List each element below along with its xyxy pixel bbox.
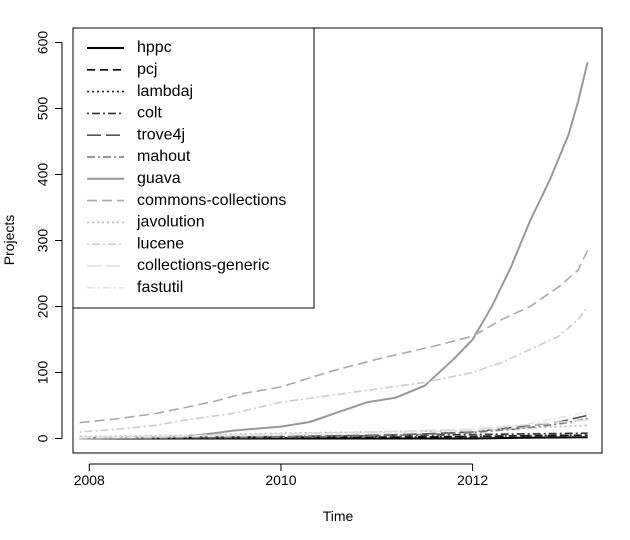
legend-label-pcj: pcj — [137, 61, 157, 78]
y-tick-label: 100 — [35, 361, 51, 385]
y-tick-label: 600 — [35, 31, 51, 55]
y-axis-label: Projects — [1, 215, 17, 266]
legend-label-hppc: hppc — [137, 39, 172, 56]
legend-label-javolution: javolution — [136, 214, 205, 231]
legend-label-fastutil: fastutil — [137, 279, 183, 296]
x-tick-label: 2008 — [74, 472, 105, 488]
series-line-lambdaj — [79, 434, 588, 440]
series-line-lucene — [79, 306, 589, 433]
legend-label-lucene: lucene — [137, 235, 184, 252]
series-line-collections-generic — [79, 419, 588, 438]
y-tick-label: 300 — [35, 229, 51, 253]
y-tick-label: 500 — [35, 97, 51, 121]
y-tick-label: 0 — [35, 434, 51, 442]
legend-label-trove4j: trove4j — [137, 126, 185, 143]
legend-label-guava: guava — [137, 170, 181, 187]
y-axis: 0 100 200 300 400 500 600 — [35, 31, 63, 442]
series-lines — [79, 62, 589, 440]
y-tick-label: 400 — [35, 163, 51, 187]
legend-label-mahout: mahout — [137, 148, 191, 165]
series-line-commons-collections — [79, 250, 589, 424]
legend-label-collections-generic: collections-generic — [137, 257, 270, 274]
series-line-guava — [79, 62, 589, 440]
series-line-mahout — [79, 417, 588, 440]
legend: hppc pcj lambdaj colt trove4j mahout guava comm… — [72, 27, 315, 309]
x-axis: 2008 2010 2012 — [74, 463, 488, 488]
legend-box — [72, 27, 315, 309]
x-axis-label: Time — [323, 508, 354, 524]
y-tick-label: 200 — [35, 295, 51, 319]
legend-label-lambdaj: lambdaj — [137, 83, 193, 100]
legend-label-colt: colt — [137, 105, 162, 122]
x-tick-label: 2012 — [457, 472, 488, 488]
legend-label-commons-collections: commons-collections — [137, 192, 286, 209]
x-tick-label: 2010 — [265, 472, 296, 488]
